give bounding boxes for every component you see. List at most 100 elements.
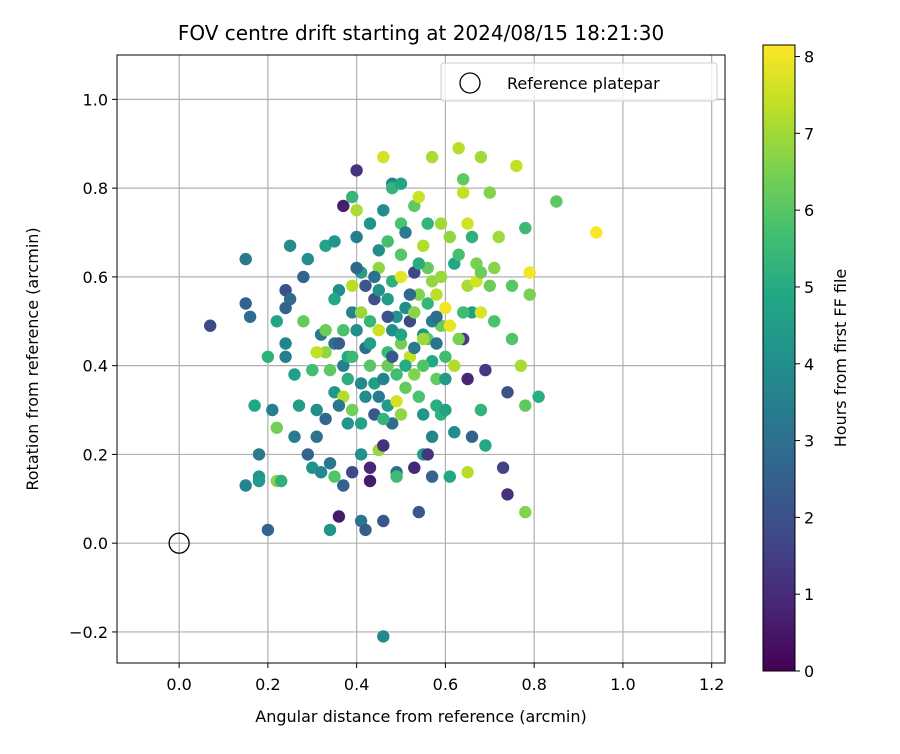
scatter-point [288,368,301,381]
scatter-point [412,390,425,403]
scatter-point [483,186,496,199]
scatter-point [457,306,470,319]
x-axis-ticks: 0.0 0.2 0.4 0.6 0.8 1.0 1.2 [166,663,724,694]
scatter-point [421,448,434,461]
scatter-point [346,190,359,204]
y-tick-label: 0.4 [83,357,108,376]
scatter-point [519,399,532,412]
colorbar-label: Hours from first FF file [831,269,850,448]
scatter-point [519,505,532,519]
scatter-point [266,403,279,417]
scatter-point [372,390,385,403]
scatter-point [439,301,452,315]
scatter-point [452,332,465,346]
scatter-point [377,412,390,426]
scatter-point [363,474,377,488]
scatter-point [465,306,479,319]
scatter-point [328,235,341,248]
scatter-point [479,363,492,377]
scatter-point [394,328,408,341]
x-tick-label: 0.4 [344,675,369,694]
scatter-point [390,310,403,323]
scatter-point [363,315,377,328]
scatter-point [514,359,528,372]
scatter-point [430,310,443,323]
scatter-point [399,226,412,239]
scatter-point [279,350,292,363]
scatter-point [496,461,510,474]
plot-area [117,55,725,663]
scatter-point [461,217,474,230]
colorbar-tick-label: 1 [804,585,814,604]
scatter-point [350,261,363,275]
scatter-point [377,204,390,217]
scatter-point [532,390,545,403]
scatter-point [332,510,346,523]
scatter-point [439,403,452,417]
scatter-point [550,195,563,208]
scatter-point [483,279,496,292]
scatter-point [465,230,479,244]
scatter-point [417,408,430,421]
scatter-point [283,292,297,306]
scatter-point [350,324,363,337]
scatter-point [363,217,377,230]
y-tick-label: 0.2 [83,445,108,464]
scatter-point [332,337,346,350]
scatter-point [430,337,443,350]
scatter-point [354,448,368,461]
scatter-point [350,164,363,177]
colorbar-gradient [763,45,795,671]
scatter-point [394,408,408,421]
scatter-point [270,421,283,434]
scatter-point [346,403,359,417]
scatter-point [337,199,350,213]
scatter-point [288,430,301,443]
scatter-point [323,457,337,470]
scatter-point [252,474,266,488]
scatter-point [372,284,385,297]
scatter-point [412,288,425,301]
scatter-point [590,226,603,239]
legend-box [440,62,718,102]
scatter-point [443,470,456,483]
scatter-point [261,350,275,363]
colorbar-tick-label: 7 [804,124,814,143]
scatter-point [505,279,519,292]
scatter-point [408,306,421,319]
scatter-point [319,346,332,359]
scatter-point [425,150,439,164]
scatter-point [301,448,314,461]
scatter-point [301,252,314,266]
scatter-point [363,359,377,372]
scatter-point [323,363,337,377]
scatter-point [377,439,390,452]
scatter-point [372,324,385,337]
scatter-point [448,426,461,439]
scatter-point [417,359,430,372]
scatter-point [346,279,359,292]
scatter-point [279,337,292,350]
scatter-point [314,466,328,479]
scatter-point [519,221,532,235]
scatter-point [310,403,323,417]
scatter-point [386,350,399,363]
scatter-point [350,204,363,217]
scatter-point [363,337,377,350]
scatter-point [377,372,390,386]
colorbar-ticks: 0 1 2 3 4 5 6 7 8 [795,48,814,681]
scatter-point [488,261,501,275]
scatter-point [337,479,350,492]
colorbar-tick-label: 5 [804,278,814,297]
scatter-point [328,470,341,483]
scatter-point [474,403,488,417]
scatter-point [505,332,519,346]
scatter-point [381,235,394,248]
scatter-point [408,368,421,381]
scatter-point [346,350,359,363]
scatter-point [346,306,359,319]
legend-reference-marker [459,72,481,94]
scatter-point [261,523,275,537]
